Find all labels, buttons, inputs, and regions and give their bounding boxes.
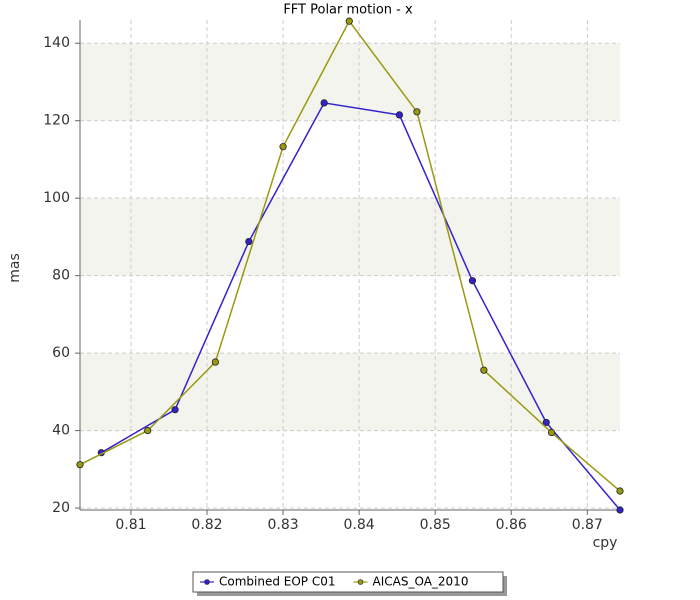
band (80, 198, 620, 276)
x-tick-label: 0.85 (420, 517, 451, 533)
marks (76, 17, 624, 514)
y-tick-label: 80 (52, 268, 70, 284)
y-tick-label: 140 (43, 35, 70, 51)
point (279, 143, 287, 151)
y-tick-label: 60 (52, 345, 70, 361)
x-tick-label: 0.83 (267, 517, 298, 533)
point (616, 487, 624, 495)
y-tick-label: 120 (43, 113, 70, 129)
point (211, 358, 219, 366)
y-tick-label: 40 (52, 423, 70, 439)
y-axis-label: mas (7, 253, 23, 283)
band (80, 43, 620, 121)
point (144, 426, 152, 435)
legend-label: AICAS_OA_2010 (373, 575, 469, 589)
point (76, 461, 84, 469)
point (468, 277, 477, 285)
point (245, 237, 253, 246)
point (345, 17, 353, 25)
legend-label: Combined EOP C01 (219, 575, 336, 589)
legend-marker (204, 579, 210, 585)
x-tick-label: 0.81 (115, 517, 146, 533)
x-tick-label: 0.86 (496, 517, 527, 533)
point (542, 418, 550, 427)
bands (80, 43, 620, 431)
x-axis-label: cpy (593, 535, 618, 551)
x-tick-label: 0.87 (572, 517, 603, 533)
point (413, 108, 421, 116)
point (395, 111, 404, 119)
point (616, 506, 624, 514)
legend-marker (357, 579, 364, 585)
point (480, 366, 488, 374)
series-line (100, 102, 621, 511)
y-tick-label: 100 (43, 190, 70, 206)
point (547, 428, 556, 437)
band (80, 353, 620, 431)
point (320, 99, 328, 107)
x-tick-label: 0.82 (191, 517, 222, 533)
point (171, 406, 179, 414)
chart-title: FFT Polar motion - x (283, 3, 413, 18)
grid: 20 40 60 80 100 120 140 0.81 0.82 0.83 0.84 0.85 0.8… (43, 20, 620, 533)
y-tick-label: 20 (52, 500, 70, 516)
legend-box (192, 571, 504, 593)
x-tick-label: 0.84 (344, 517, 375, 533)
legend: Combined EOP C01 AICAS_OA_2010 (200, 575, 468, 589)
